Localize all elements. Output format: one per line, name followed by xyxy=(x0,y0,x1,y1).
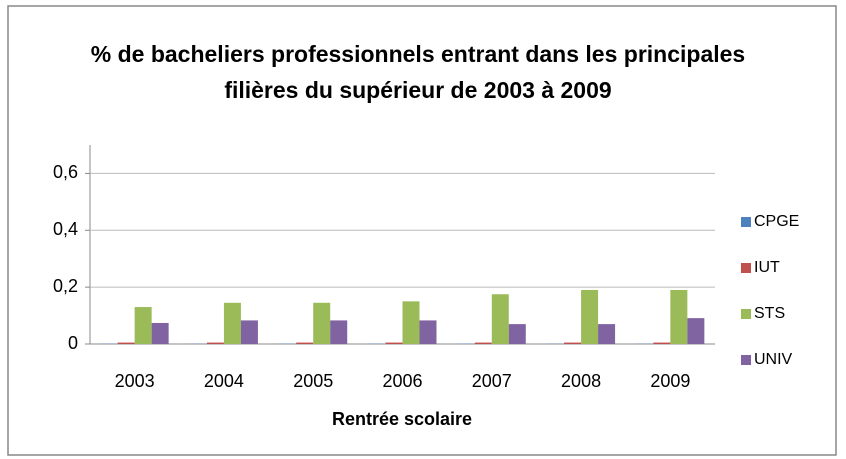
bar xyxy=(419,320,437,344)
bar xyxy=(134,307,152,344)
legend-swatch xyxy=(741,217,751,227)
bar xyxy=(240,320,258,344)
x-axis-title: Rentrée scolaire xyxy=(332,409,472,429)
bar xyxy=(313,302,331,344)
y-tick-label: 0 xyxy=(68,333,78,353)
bar xyxy=(206,342,224,344)
x-tick-label: 2009 xyxy=(650,371,690,391)
x-tick-label: 2004 xyxy=(204,371,244,391)
legend-label: IUT xyxy=(754,259,780,276)
chart-title: % de bacheliers professionnels entrant d… xyxy=(90,41,746,103)
x-tick-label: 2005 xyxy=(293,371,333,391)
y-tick-label: 0,2 xyxy=(53,276,78,296)
x-tick-label: 2006 xyxy=(382,371,422,391)
bar xyxy=(117,342,135,344)
legend-label: STS xyxy=(754,305,785,322)
bar xyxy=(687,318,705,344)
legend-swatch xyxy=(741,309,751,319)
bar xyxy=(670,289,688,344)
bar xyxy=(508,324,526,344)
x-tick-label: 2008 xyxy=(561,371,601,391)
y-tick-label: 0,4 xyxy=(53,219,78,239)
bar xyxy=(581,289,599,344)
bar xyxy=(385,342,403,344)
legend-swatch xyxy=(741,355,751,365)
bar xyxy=(151,322,169,344)
bar xyxy=(491,294,509,344)
x-tick-label: 2007 xyxy=(472,371,512,391)
bar xyxy=(330,320,348,344)
bar xyxy=(564,342,582,344)
bar xyxy=(598,324,616,344)
bar xyxy=(474,342,492,344)
bar xyxy=(402,301,420,344)
x-tick-label: 2003 xyxy=(115,371,155,391)
bar xyxy=(653,342,671,344)
bar xyxy=(223,302,241,344)
legend-label: UNIV xyxy=(754,351,793,368)
y-tick-label: 0,6 xyxy=(53,162,78,182)
legend-swatch xyxy=(741,263,751,273)
legend-label: CPGE xyxy=(754,213,799,230)
bar xyxy=(296,342,314,344)
